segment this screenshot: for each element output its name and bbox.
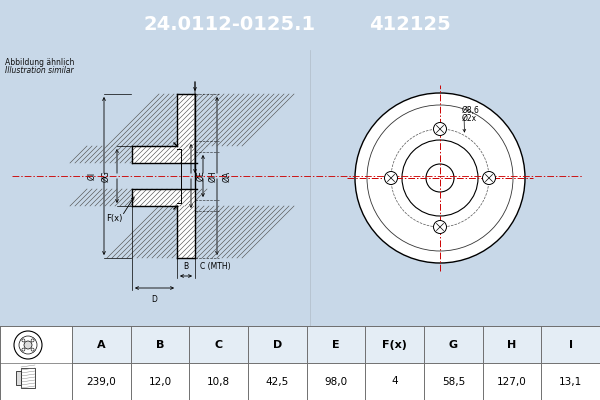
- Text: B: B: [156, 340, 164, 350]
- Bar: [132, 146, 177, 163]
- Bar: [131, 363, 190, 400]
- Circle shape: [482, 172, 496, 184]
- Bar: [131, 326, 190, 363]
- Circle shape: [22, 339, 25, 342]
- Text: ØH: ØH: [208, 170, 217, 182]
- Text: Abbildung ähnlich: Abbildung ähnlich: [5, 58, 74, 67]
- Text: ØI: ØI: [88, 172, 97, 180]
- Text: 10,8: 10,8: [207, 376, 230, 386]
- Text: C (MTH): C (MTH): [200, 262, 230, 271]
- Text: Ø2x: Ø2x: [462, 114, 477, 122]
- Bar: [307, 326, 365, 363]
- Circle shape: [367, 105, 513, 251]
- Circle shape: [22, 348, 25, 351]
- Bar: [132, 163, 200, 189]
- Text: 412125: 412125: [369, 16, 451, 34]
- Bar: [72, 363, 131, 400]
- Circle shape: [355, 93, 525, 263]
- Text: 239,0: 239,0: [86, 376, 116, 386]
- Bar: [424, 326, 482, 363]
- Circle shape: [433, 220, 446, 234]
- Bar: [177, 206, 195, 258]
- Text: 42,5: 42,5: [266, 376, 289, 386]
- Text: Ø8,6: Ø8,6: [462, 106, 480, 116]
- Text: 127,0: 127,0: [497, 376, 527, 386]
- Bar: [248, 363, 307, 400]
- Bar: [307, 363, 365, 400]
- Circle shape: [24, 341, 32, 349]
- Bar: [132, 189, 177, 206]
- Bar: [21, 368, 35, 388]
- Bar: [190, 326, 248, 363]
- Circle shape: [433, 122, 446, 136]
- Bar: [16, 371, 21, 385]
- Bar: [248, 326, 307, 363]
- Text: 58,5: 58,5: [442, 376, 465, 386]
- Circle shape: [385, 172, 398, 184]
- Bar: [541, 363, 600, 400]
- Text: H: H: [508, 340, 517, 350]
- Text: 24.0112-0125.1: 24.0112-0125.1: [144, 16, 316, 34]
- Bar: [190, 363, 248, 400]
- Text: F(x): F(x): [382, 340, 407, 350]
- Circle shape: [19, 336, 37, 354]
- Text: 13,1: 13,1: [559, 376, 582, 386]
- Text: 98,0: 98,0: [325, 376, 347, 386]
- Bar: [365, 363, 424, 400]
- Text: Illustration similar: Illustration similar: [5, 66, 74, 75]
- Circle shape: [31, 348, 34, 351]
- Text: B: B: [184, 262, 188, 271]
- Bar: [424, 363, 482, 400]
- Bar: [482, 363, 541, 400]
- Text: F(x): F(x): [106, 214, 122, 222]
- Bar: [482, 326, 541, 363]
- Bar: [132, 146, 177, 206]
- Text: G: G: [449, 340, 458, 350]
- Bar: [177, 94, 195, 258]
- Text: ATE: ATE: [398, 172, 491, 214]
- Text: 4: 4: [391, 376, 398, 386]
- Circle shape: [31, 339, 34, 342]
- Circle shape: [402, 140, 478, 216]
- Circle shape: [14, 331, 42, 359]
- Bar: [541, 326, 600, 363]
- Bar: [72, 326, 131, 363]
- Text: 12,0: 12,0: [148, 376, 172, 386]
- Text: D: D: [152, 295, 157, 304]
- Text: I: I: [569, 340, 572, 350]
- Circle shape: [426, 164, 454, 192]
- Bar: [0, 326, 72, 400]
- Text: ØG: ØG: [101, 170, 110, 182]
- Text: E: E: [332, 340, 340, 350]
- Bar: [365, 326, 424, 363]
- Text: ØA: ØA: [222, 170, 231, 182]
- Text: D: D: [273, 340, 282, 350]
- Text: A: A: [97, 340, 106, 350]
- Text: C: C: [215, 340, 223, 350]
- Bar: [177, 94, 195, 146]
- Text: ØE: ØE: [196, 171, 205, 181]
